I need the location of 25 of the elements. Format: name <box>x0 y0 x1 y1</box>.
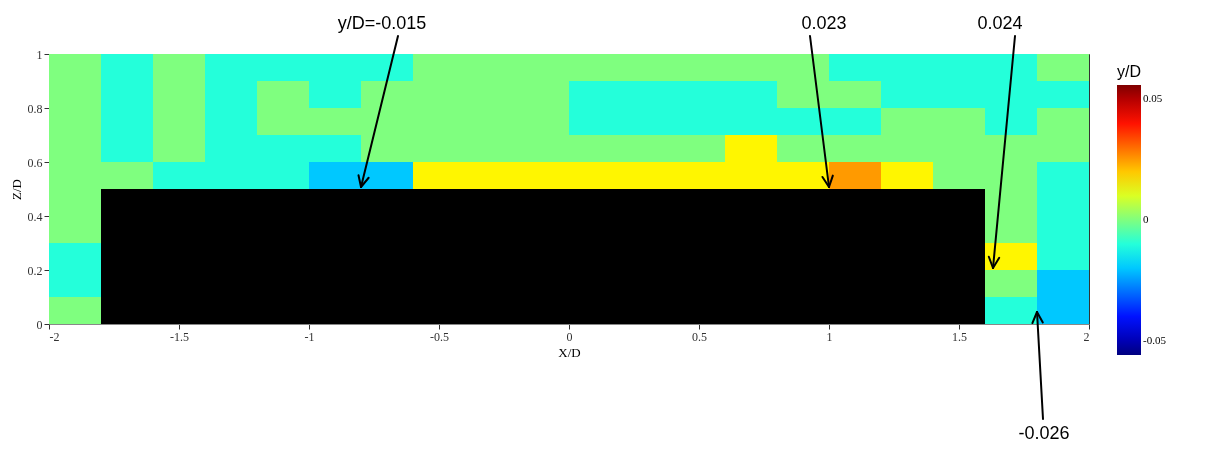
x-tick-label: -0.5 <box>430 329 449 344</box>
y-tick-label: 1 <box>36 47 43 62</box>
color-bar-title: y/D <box>1117 63 1141 80</box>
y-tick-label: 0.2 <box>27 263 43 278</box>
x-axis-title: X/D <box>558 344 581 360</box>
text: 0.024 <box>977 13 1023 33</box>
x-tick-label: 0.5 <box>692 329 707 344</box>
x-tick-label: -1.5 <box>170 329 189 344</box>
y-tick-label: 0.8 <box>27 101 43 116</box>
y-tick-label: 0.4 <box>27 209 43 224</box>
x-tick-label: 0 <box>566 329 573 344</box>
text: y/D=-0.015 <box>337 13 427 33</box>
y-tick-label: 0.6 <box>27 155 43 170</box>
x-tick-label: -2 <box>49 329 60 344</box>
y-tick-label: 0 <box>36 317 43 332</box>
x-tick-label: -1 <box>304 329 315 344</box>
color-bar-label: -0.05 <box>1143 333 1167 346</box>
text: -0.026 <box>1018 423 1070 443</box>
x-tick-label: 1 <box>826 329 833 344</box>
text: 0.023 <box>801 13 847 33</box>
x-tick-label: 1.5 <box>952 329 967 344</box>
y-axis-title: Z/D <box>8 179 24 200</box>
color-bar-label: 0 <box>1143 213 1149 225</box>
x-tick-label: 2 <box>1083 329 1090 344</box>
color-bar-label: 0.05 <box>1143 92 1163 105</box>
